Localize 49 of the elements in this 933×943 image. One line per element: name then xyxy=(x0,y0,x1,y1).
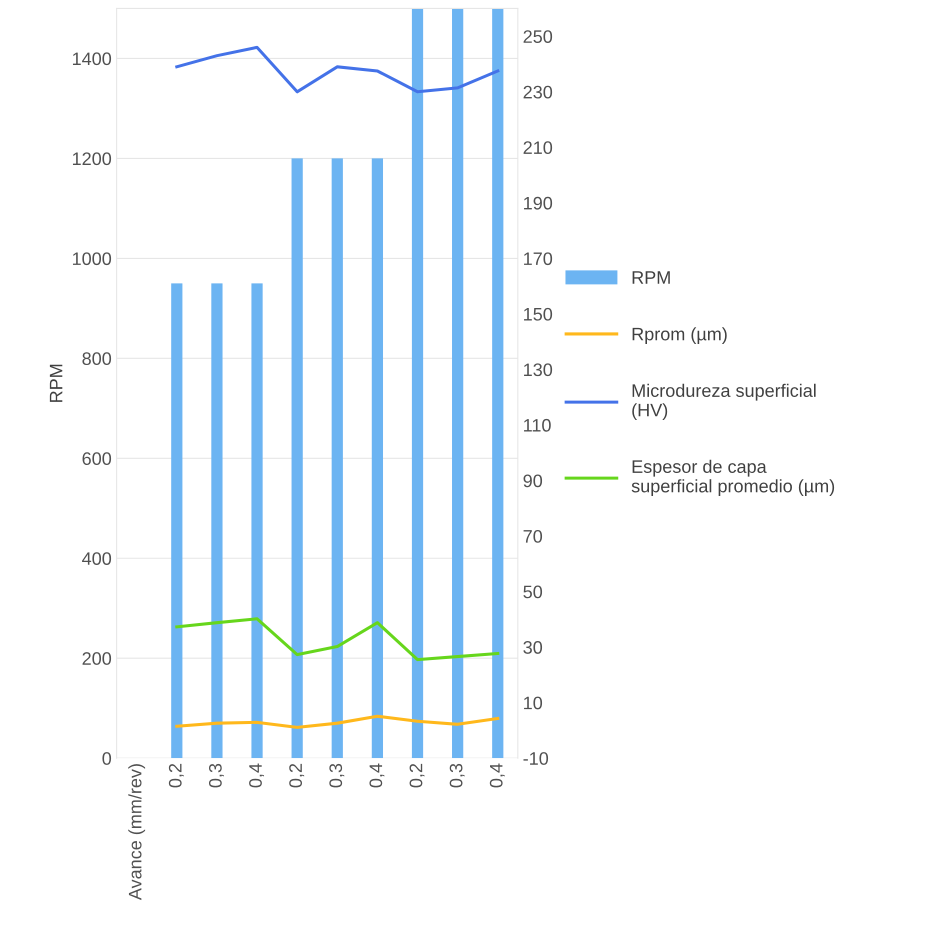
x-tick-label: 0,2 xyxy=(410,764,424,788)
x-tick-label: 0,2 xyxy=(168,764,184,788)
line-series xyxy=(175,617,500,662)
y-tick-label: 1200 xyxy=(72,152,112,166)
x-tick-label: 0,4 xyxy=(249,764,264,788)
bar xyxy=(292,158,303,758)
bar xyxy=(372,158,384,758)
x-tick-label: Avance (mm/rev) xyxy=(128,764,146,900)
bar xyxy=(412,8,424,758)
y2-tick-label: -10 xyxy=(523,752,548,765)
y2-tick-label: 250 xyxy=(524,30,552,43)
y-tick-label: 800 xyxy=(82,352,112,366)
y-tick-label: 1000 xyxy=(72,252,112,266)
y-tick-label: 200 xyxy=(82,652,112,665)
bar xyxy=(211,283,223,758)
bar xyxy=(171,283,182,758)
y2-tick-label: 190 xyxy=(524,196,552,210)
bar xyxy=(492,8,504,758)
line-series xyxy=(175,714,500,729)
x-tick-label: 0,2 xyxy=(289,764,304,788)
y2-tick-label: 10 xyxy=(524,696,542,710)
x-tick-label: 0,3 xyxy=(450,764,465,788)
x-tick-label: 0,3 xyxy=(208,764,224,788)
y2-tick-label: 230 xyxy=(524,86,552,99)
bar xyxy=(251,283,263,758)
y2-tick-label: 90 xyxy=(524,474,542,488)
y2-tick-label: 170 xyxy=(524,252,552,266)
y-tick-label: 0 xyxy=(102,752,112,765)
y2-tick-label: 70 xyxy=(524,530,542,543)
y-tick-label: 400 xyxy=(82,552,112,565)
y2-tick-label: 30 xyxy=(523,641,542,654)
bar xyxy=(332,158,343,758)
x-tick-label: 0,4 xyxy=(369,764,384,788)
y2-tick-label: 150 xyxy=(524,308,552,321)
line-series xyxy=(175,46,500,94)
bar xyxy=(452,8,464,758)
legend-label: Rprom (µm) xyxy=(632,327,727,344)
x-tick-label: 0,4 xyxy=(490,764,505,788)
legend-label: Microdureza superficial (HV) xyxy=(632,384,816,420)
legend-label: Espesor de capa superficial promedio (µm) xyxy=(632,460,834,496)
legend-label: RPM xyxy=(632,271,670,284)
y2-tick-label: 130 xyxy=(524,363,552,376)
y-tick-label: 1400 xyxy=(72,52,112,66)
y-tick-label: 600 xyxy=(82,452,112,466)
y2-tick-label: 50 xyxy=(523,586,542,598)
y-axis-title: RPM xyxy=(50,364,62,402)
y2-tick-label: 110 xyxy=(524,418,551,432)
x-tick-label: 0,3 xyxy=(329,764,344,788)
y2-tick-label: 210 xyxy=(524,141,552,154)
